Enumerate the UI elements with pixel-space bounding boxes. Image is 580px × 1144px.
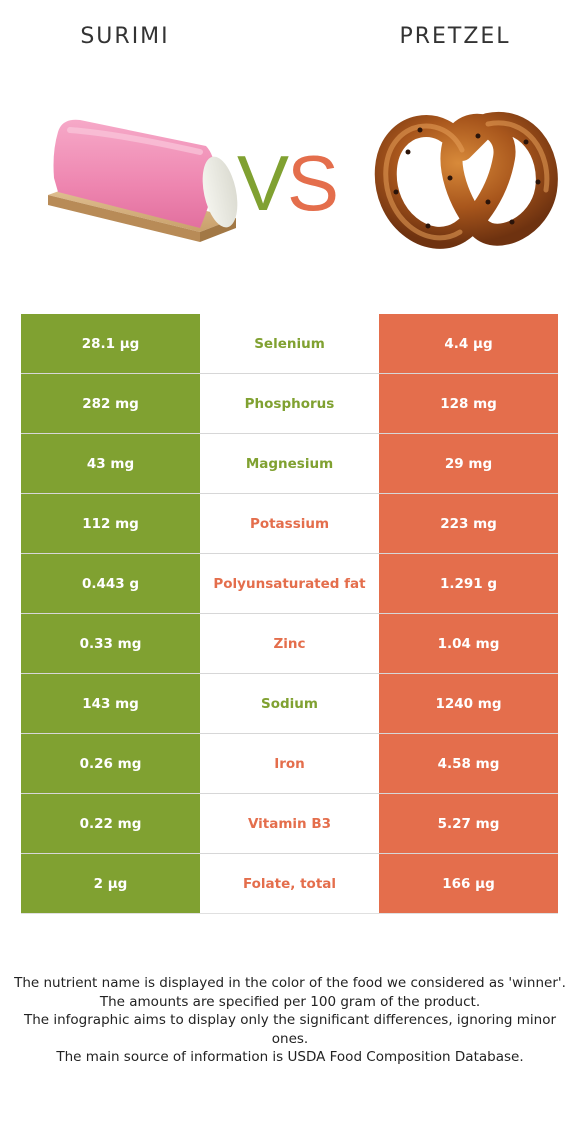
nutrient-name: Selenium	[200, 314, 379, 373]
table-row: 2 µg Folate, total 166 µg	[21, 854, 558, 914]
left-value: 112 mg	[21, 494, 200, 553]
nutrient-name: Polyunsaturated fat	[200, 554, 379, 613]
right-value: 223 mg	[379, 494, 558, 553]
nutrient-name: Vitamin B3	[200, 794, 379, 853]
right-value: 1240 mg	[379, 674, 558, 733]
food-images	[48, 111, 558, 249]
left-value: 2 µg	[21, 854, 200, 913]
footnote-line: The infographic aims to display only the…	[23, 1012, 557, 1047]
left-value: 0.22 mg	[21, 794, 200, 853]
footnote-line: The nutrient name is displayed in the co…	[14, 975, 566, 991]
nutrient-name: Iron	[200, 734, 379, 793]
surimi-image	[48, 119, 238, 242]
table-row: 112 mg Potassium 223 mg	[21, 494, 558, 554]
nutrient-name: Zinc	[200, 614, 379, 673]
table-row: 0.26 mg Iron 4.58 mg	[21, 734, 558, 794]
table-row: 282 mg Phosphorus 128 mg	[21, 374, 558, 434]
right-value: 1.291 g	[379, 554, 558, 613]
table-row: 0.33 mg Zinc 1.04 mg	[21, 614, 558, 674]
right-value: 4.58 mg	[379, 734, 558, 793]
left-value: 282 mg	[21, 374, 200, 433]
right-value: 1.04 mg	[379, 614, 558, 673]
left-value: 0.443 g	[21, 554, 200, 613]
nutrient-name: Folate, total	[200, 854, 379, 913]
table-row: 28.1 µg Selenium 4.4 µg	[21, 314, 558, 374]
nutrient-name: Potassium	[200, 494, 379, 553]
footnote: The nutrient name is displayed in the co…	[14, 974, 566, 1067]
right-value: 5.27 mg	[379, 794, 558, 853]
pretzel-image	[374, 111, 558, 249]
nutrient-name: Sodium	[200, 674, 379, 733]
left-value: 28.1 µg	[21, 314, 200, 373]
vs-letter-s: S	[287, 139, 339, 227]
right-value: 128 mg	[379, 374, 558, 433]
table-row: 43 mg Magnesium 29 mg	[21, 434, 558, 494]
nutrient-name: Phosphorus	[200, 374, 379, 433]
right-value: 166 µg	[379, 854, 558, 913]
table-row: 143 mg Sodium 1240 mg	[21, 674, 558, 734]
nutrient-name: Magnesium	[200, 434, 379, 493]
comparison-table: 28.1 µg Selenium 4.4 µg 282 mg Phosphorus 128…	[21, 314, 558, 914]
left-value: 143 mg	[21, 674, 200, 733]
left-food-title: SURIMI	[80, 24, 170, 49]
table-row: 0.443 g Polyunsaturated fat 1.291 g	[21, 554, 558, 614]
left-value: 0.33 mg	[21, 614, 200, 673]
right-value: 4.4 µg	[379, 314, 558, 373]
right-value: 29 mg	[379, 434, 558, 493]
left-value: 43 mg	[21, 434, 200, 493]
left-value: 0.26 mg	[21, 734, 200, 793]
table-row: 0.22 mg Vitamin B3 5.27 mg	[21, 794, 558, 854]
footnote-line: The amounts are specified per 100 gram o…	[99, 993, 481, 1010]
vs-label: VS	[222, 138, 352, 228]
vs-letter-v: V	[236, 139, 289, 227]
footnote-line: The main source of information is USDA F…	[56, 1049, 524, 1066]
right-food-title: PRETZEL	[399, 24, 511, 49]
